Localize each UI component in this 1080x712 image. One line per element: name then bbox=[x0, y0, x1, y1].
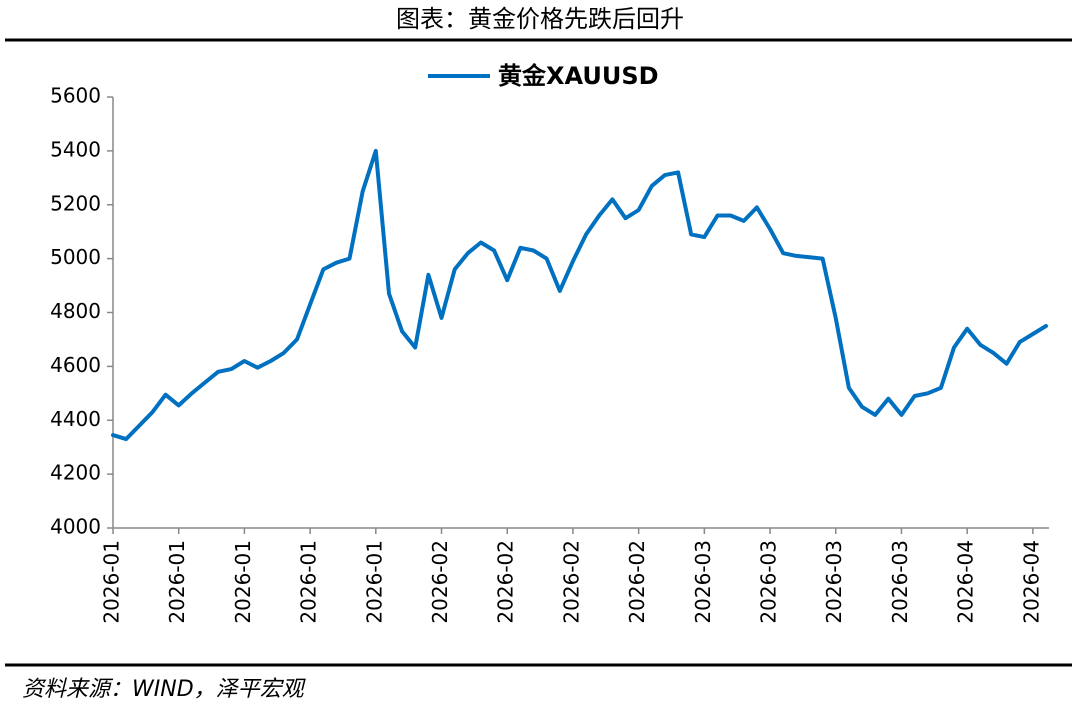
y-tick-label: 4800 bbox=[50, 299, 101, 323]
y-tick-label: 5200 bbox=[50, 191, 101, 215]
x-tick-label: 2026-02 bbox=[559, 540, 583, 624]
x-tick-label: 2026-04 bbox=[954, 540, 978, 624]
x-tick-label: 2026-01 bbox=[100, 540, 124, 624]
y-tick-label: 4400 bbox=[50, 407, 101, 431]
x-tick-label: 2026-03 bbox=[822, 540, 846, 624]
y-tick-label: 5400 bbox=[50, 137, 101, 161]
line bbox=[111, 148, 1048, 442]
chart-title: 图表：黄金价格先跌后回升 bbox=[396, 5, 684, 33]
x-tick-label: 2026-03 bbox=[757, 540, 781, 624]
x-tick-label: 2026-03 bbox=[888, 540, 912, 624]
y-tick-label: 5600 bbox=[50, 84, 101, 108]
x-tick-label: 2026-02 bbox=[625, 540, 649, 624]
source: 资料来源：WIND，泽平宏观 bbox=[22, 677, 307, 702]
x-tick-label: 2026-02 bbox=[494, 540, 518, 624]
y-tick-label: 5000 bbox=[50, 245, 101, 269]
x-tick-label: 2026-04 bbox=[1019, 540, 1043, 624]
y-tick-label: 4000 bbox=[50, 515, 101, 539]
x-tick-label: 2026-01 bbox=[297, 540, 321, 624]
x-tick-label: 2026-02 bbox=[428, 540, 452, 624]
x-tick-label: 2026-01 bbox=[231, 540, 255, 624]
x-tick-label: 2026-01 bbox=[165, 540, 189, 624]
x-tick-label: 2026-03 bbox=[691, 540, 715, 624]
legend-label: 黄金XAUUSD bbox=[498, 62, 659, 90]
x-tick-label: 2026-01 bbox=[362, 540, 386, 624]
y-tick-label: 4200 bbox=[50, 461, 101, 485]
y-tick-label: 4600 bbox=[50, 353, 101, 377]
